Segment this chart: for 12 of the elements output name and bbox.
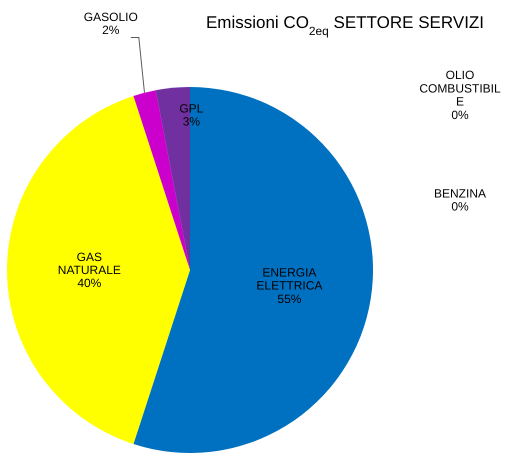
category-label: BENZINA — [434, 186, 486, 200]
chart-title: Emissioni CO$_{2eq}$ SETTORE SERVIZI — [206, 13, 484, 38]
pie-slice — [133, 87, 373, 453]
category-label: OLIO COMBUSTIBILE — [419, 68, 501, 109]
slice-label: GASOLIO — [84, 10, 138, 24]
data-label: 40% — [77, 276, 102, 290]
data-label: 55% — [277, 292, 302, 306]
slice-label: GAS NATURALE — [58, 250, 121, 277]
slice-label: ENERGIA ELETTRICA — [256, 266, 322, 293]
text: 0% — [451, 200, 469, 214]
text: 0% — [451, 108, 469, 122]
data-label: 2% — [102, 23, 120, 38]
